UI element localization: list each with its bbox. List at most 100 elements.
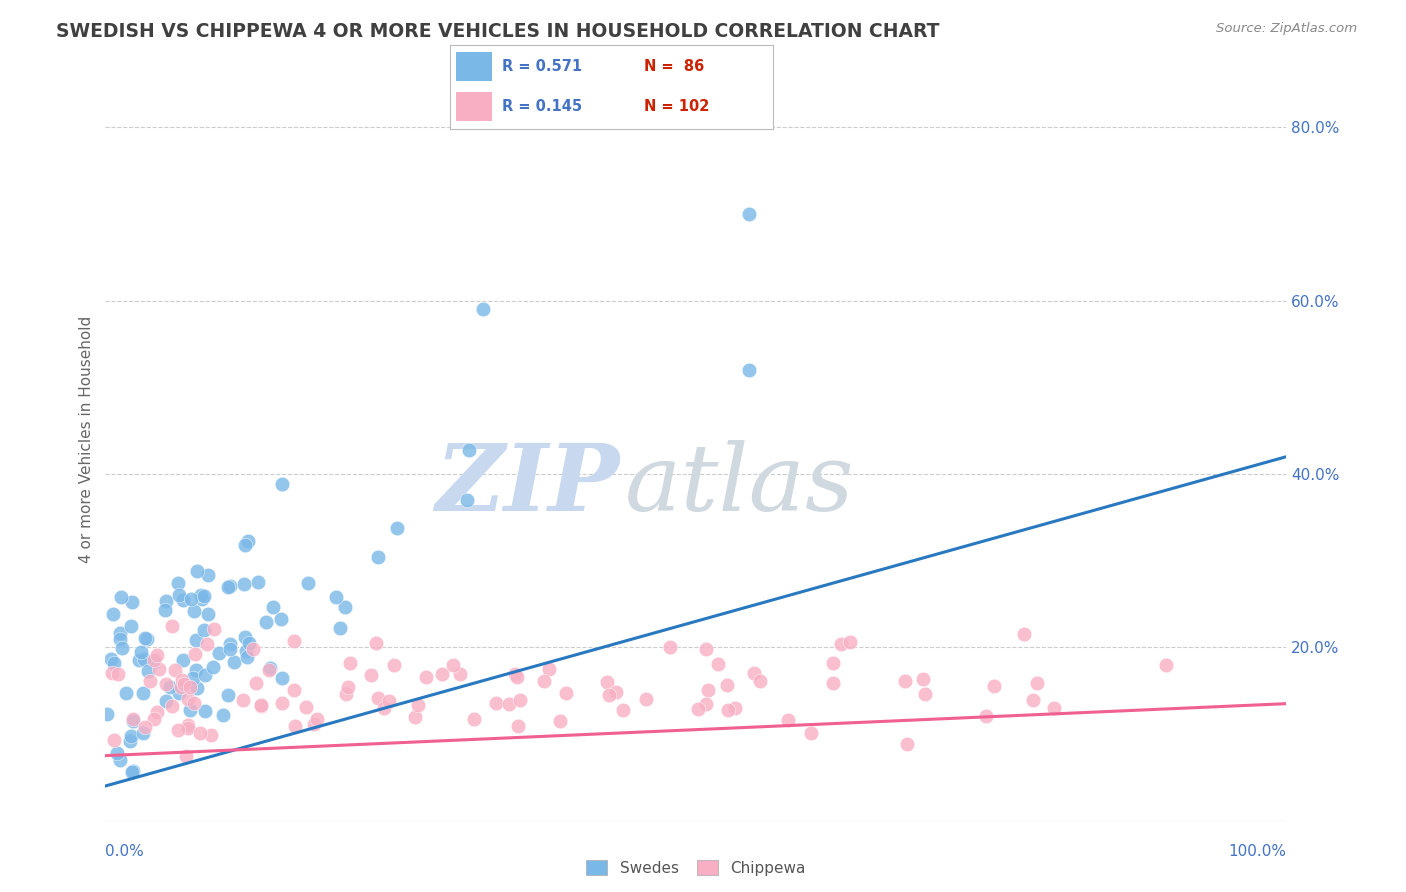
Point <box>509 692 531 706</box>
Point <box>1022 692 1045 706</box>
Point <box>983 680 1005 694</box>
Point <box>177 722 200 736</box>
Point <box>233 538 256 552</box>
Point <box>139 673 162 688</box>
Point <box>235 630 257 644</box>
Point <box>333 599 356 614</box>
FancyBboxPatch shape <box>457 92 492 120</box>
Point <box>148 662 170 676</box>
Point <box>132 652 155 666</box>
Point <box>136 632 159 646</box>
Text: N = 102: N = 102 <box>644 99 709 114</box>
Point <box>742 666 765 681</box>
Point <box>219 579 242 593</box>
Point <box>165 663 187 677</box>
Point <box>696 682 718 697</box>
Point <box>259 661 281 675</box>
Point <box>472 302 495 317</box>
Point <box>105 746 128 760</box>
Point <box>100 652 122 666</box>
Point <box>688 702 710 716</box>
Point <box>177 691 200 706</box>
Point <box>193 589 215 603</box>
FancyBboxPatch shape <box>457 53 492 81</box>
Point <box>233 577 256 591</box>
Point <box>305 712 328 726</box>
Point <box>378 694 401 708</box>
Point <box>339 656 361 670</box>
Point <box>217 688 239 702</box>
Point <box>367 691 389 706</box>
Text: ZIP: ZIP <box>434 440 619 530</box>
Point <box>295 699 318 714</box>
Point <box>262 600 284 615</box>
Point <box>695 641 717 656</box>
Point <box>270 696 292 710</box>
Point <box>212 707 235 722</box>
Point <box>404 709 426 723</box>
Point <box>121 712 143 726</box>
Point <box>912 672 935 686</box>
Point <box>120 619 142 633</box>
Point <box>406 698 429 713</box>
Point <box>101 607 124 621</box>
Point <box>498 697 520 711</box>
Point <box>197 607 219 622</box>
Point <box>179 681 201 695</box>
Point <box>800 726 823 740</box>
Point <box>738 207 761 221</box>
Point <box>458 442 481 457</box>
Point <box>254 615 277 630</box>
Point <box>167 723 190 738</box>
Point <box>456 493 478 508</box>
Point <box>188 726 211 740</box>
Point <box>190 588 212 602</box>
Point <box>596 674 619 689</box>
Point <box>121 765 143 780</box>
Point <box>554 686 576 700</box>
Point <box>103 732 125 747</box>
Point <box>598 688 620 702</box>
Point <box>142 655 165 669</box>
Point <box>181 672 204 686</box>
Point <box>172 593 194 607</box>
Point <box>724 701 747 715</box>
Point <box>259 663 281 677</box>
Point <box>186 663 208 677</box>
Point <box>914 687 936 701</box>
Point <box>202 660 225 674</box>
Point <box>197 568 219 582</box>
Point <box>222 655 245 669</box>
Point <box>120 729 142 743</box>
Point <box>200 728 222 742</box>
Point <box>101 665 124 680</box>
Text: Source: ZipAtlas.com: Source: ZipAtlas.com <box>1216 22 1357 36</box>
Point <box>821 657 844 671</box>
Point <box>193 623 215 637</box>
Point <box>384 657 406 672</box>
Point <box>367 549 389 564</box>
Point <box>533 673 555 688</box>
Point <box>208 646 231 660</box>
Text: 0.0%: 0.0% <box>105 845 145 859</box>
Point <box>146 705 169 719</box>
Point <box>121 595 143 609</box>
Point <box>132 685 155 699</box>
Point <box>896 737 918 751</box>
Point <box>249 698 271 712</box>
Point <box>235 644 257 658</box>
Legend: Swedes, Chippewa: Swedes, Chippewa <box>579 854 813 881</box>
Point <box>830 637 852 651</box>
Point <box>153 603 176 617</box>
Point <box>108 632 131 647</box>
Point <box>218 636 240 650</box>
Point <box>707 657 730 671</box>
Point <box>325 590 347 604</box>
Point <box>245 675 267 690</box>
Point <box>329 621 352 635</box>
Text: R = 0.145: R = 0.145 <box>502 99 582 114</box>
Point <box>143 653 166 667</box>
Point <box>159 680 181 694</box>
Point <box>302 717 325 731</box>
Point <box>160 699 183 714</box>
